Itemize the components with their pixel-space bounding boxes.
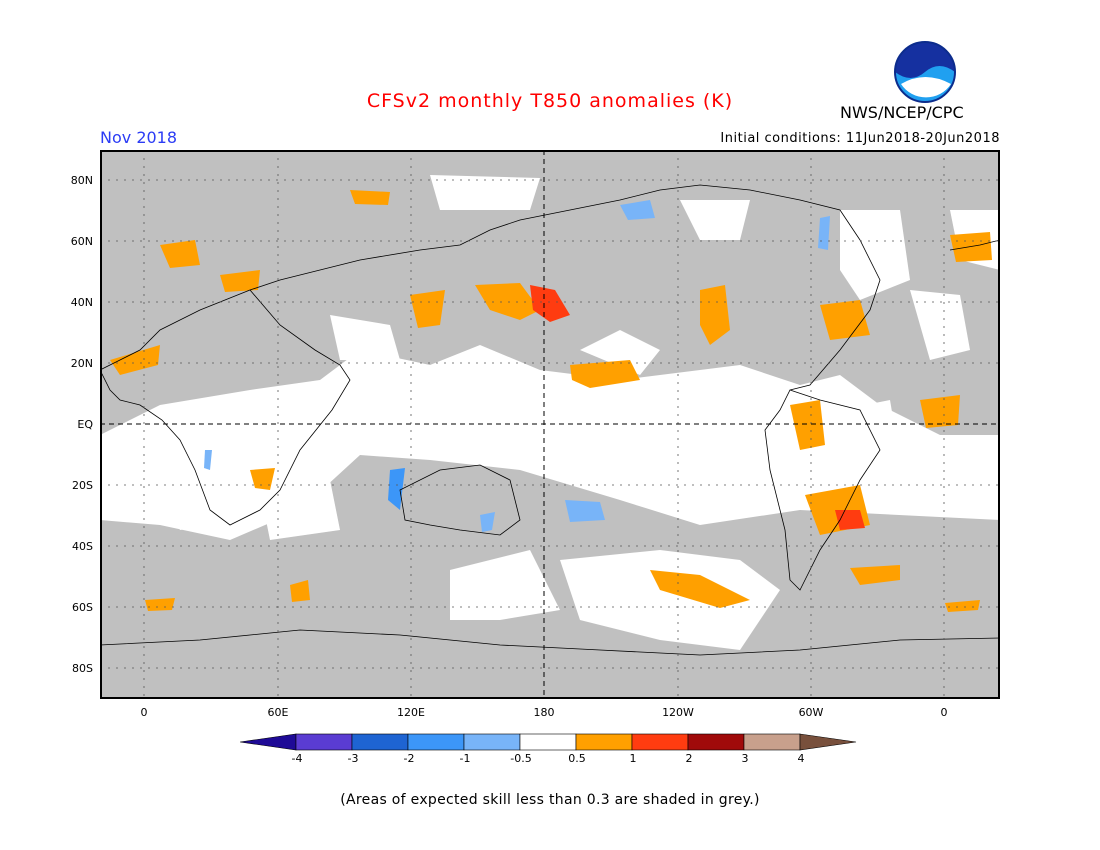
colorbar-cell	[743, 733, 801, 751]
graticule	[100, 150, 1000, 699]
initial-conditions: Initial conditions: 11Jun2018-20Jun2018	[720, 131, 1000, 146]
lon-label: 180	[533, 706, 555, 719]
colorbar-cell	[631, 733, 689, 751]
map-title: CFSv2 monthly T850 anomalies (K)	[366, 90, 734, 112]
colorbar-label: -0.5	[510, 752, 532, 765]
colorbar-label: 3	[741, 752, 749, 765]
lat-label: 20N	[70, 357, 93, 370]
lon-label: 120E	[397, 706, 425, 719]
colorbar-label: -2	[403, 752, 415, 765]
colorbar	[240, 733, 857, 751]
colorbar-cell	[799, 733, 857, 751]
lat-label: 80N	[70, 174, 93, 187]
positive-anomaly-regions	[110, 190, 992, 612]
colorbar-label: 0.5	[568, 752, 586, 765]
colorbar-label: 4	[797, 752, 805, 765]
colorbar-label: 2	[685, 752, 693, 765]
colorbar-cell	[575, 733, 633, 751]
colorbar-cell	[407, 733, 465, 751]
colorbar-cell	[295, 733, 353, 751]
negative-anomaly-regions	[204, 200, 830, 532]
colorbar-cell	[463, 733, 521, 751]
lon-label: 60E	[267, 706, 289, 719]
noaa-logo	[894, 41, 956, 103]
colorbar-cell	[240, 733, 297, 751]
lon-label: 0	[140, 706, 148, 719]
skill-footnote: (Areas of expected skill less than 0.3 a…	[340, 792, 760, 808]
colorbar-cell	[687, 733, 745, 751]
coastlines	[100, 184, 1000, 656]
colorbar-label: -3	[347, 752, 359, 765]
anomaly-map	[100, 150, 1000, 699]
forecast-month: Nov 2018	[100, 128, 178, 147]
equator-dateline	[100, 150, 1000, 699]
colorbar-cell	[519, 733, 577, 751]
lon-label: 120W	[662, 706, 694, 719]
colorbar-label: -4	[291, 752, 303, 765]
colorbar-label: -1	[459, 752, 471, 765]
lat-label: EQ	[77, 418, 93, 431]
lat-label: 40N	[70, 296, 93, 309]
colorbar-cell	[351, 733, 409, 751]
lat-label: 20S	[72, 479, 93, 492]
lat-label: 60S	[72, 601, 93, 614]
map-frame	[100, 150, 1000, 699]
colorbar-label: 1	[629, 752, 637, 765]
lon-label: 0	[940, 706, 948, 719]
lon-label: 60W	[798, 706, 824, 719]
lat-label: 40S	[72, 540, 93, 553]
white-regions	[100, 175, 1000, 650]
lat-label: 80S	[72, 662, 93, 675]
lat-label: 60N	[70, 235, 93, 248]
agency-label: NWS/NCEP/CPC	[840, 103, 964, 122]
